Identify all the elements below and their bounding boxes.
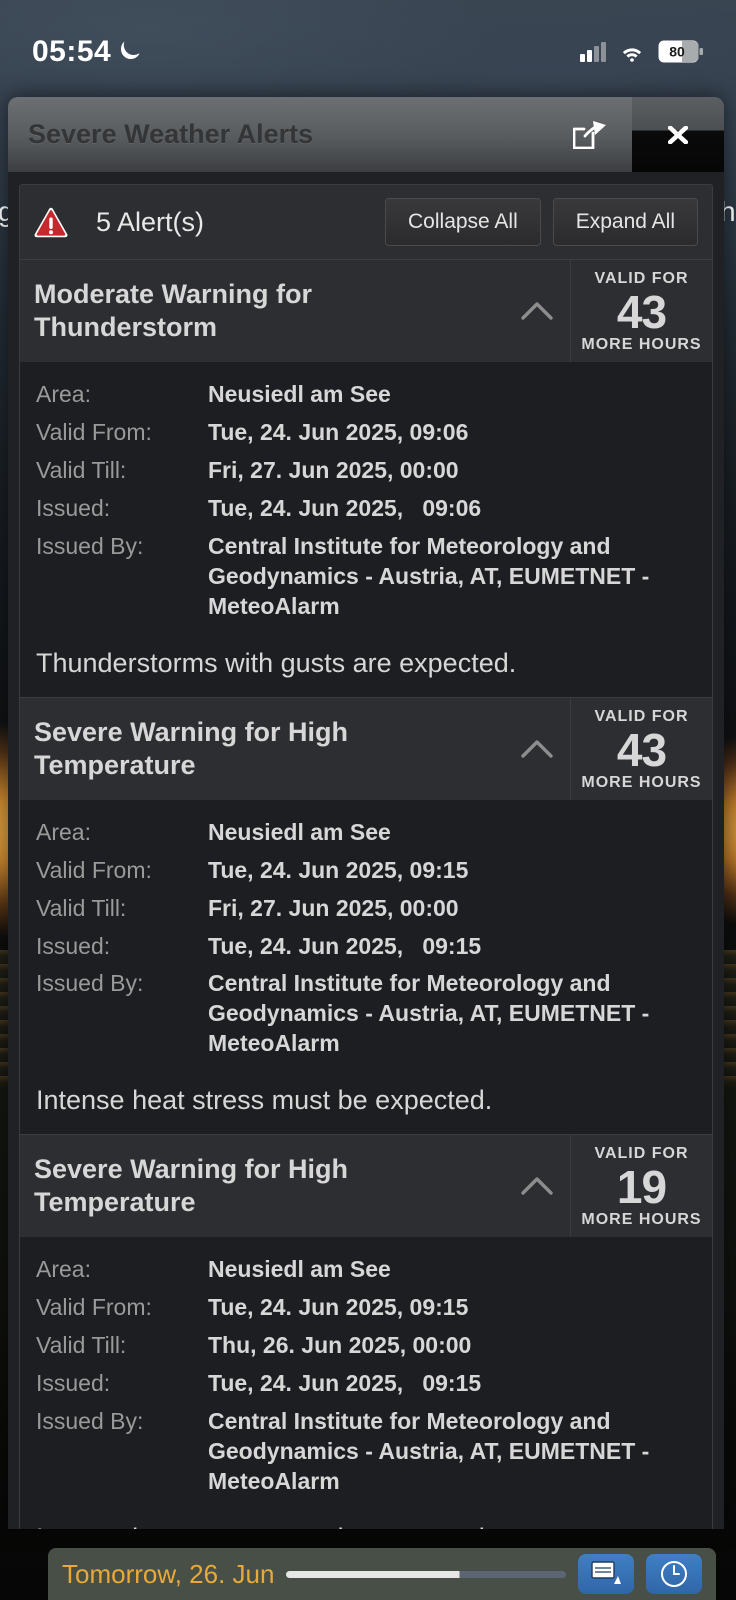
svg-text:80: 80 <box>669 44 685 60</box>
